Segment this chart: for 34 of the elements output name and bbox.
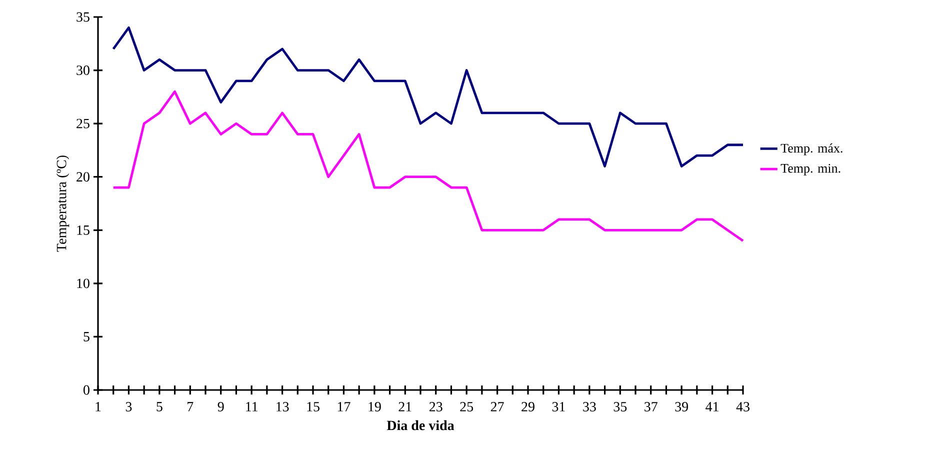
x-tick-label: 23 bbox=[429, 402, 442, 412]
y-tick-label: 35 bbox=[76, 12, 90, 22]
x-tick-label: 27 bbox=[490, 402, 504, 412]
x-tick-label: 17 bbox=[338, 402, 350, 412]
x-tick-label: 7 bbox=[188, 402, 194, 412]
x-tick-label: 9 bbox=[218, 402, 224, 412]
x-tick-label: 43 bbox=[736, 402, 750, 412]
y-tick-label: 5 bbox=[84, 332, 90, 342]
x-tick-label: 15 bbox=[307, 402, 320, 412]
y-axis-title: Temperatura (ºC) bbox=[56, 156, 70, 252]
y-tick-label: 15 bbox=[77, 225, 90, 235]
x-tick-label: 29 bbox=[522, 402, 534, 412]
x-tick-label: 13 bbox=[276, 402, 289, 412]
x-tick-label: 39 bbox=[675, 402, 688, 412]
x-tick-label: 37 bbox=[644, 402, 658, 412]
x-tick-label: 11 bbox=[246, 402, 258, 412]
x-tick-label: 41 bbox=[706, 402, 718, 412]
y-tick-label: 30 bbox=[76, 66, 90, 76]
x-tick-label: 21 bbox=[398, 402, 412, 412]
y-tick-label: 0 bbox=[84, 385, 90, 395]
x-tick-label: 31 bbox=[552, 402, 565, 412]
x-tick-label: 3 bbox=[126, 402, 132, 412]
legend-label: Temp. min. bbox=[780, 164, 840, 176]
y-tick-label: 10 bbox=[77, 278, 90, 288]
y-tick-label: 25 bbox=[76, 118, 90, 128]
x-tick-label: 33 bbox=[583, 402, 596, 412]
x-tick-label: 19 bbox=[368, 402, 381, 412]
x-tick-label: 35 bbox=[614, 402, 627, 412]
x-axis-title: Dia de vida bbox=[386, 420, 454, 430]
x-tick-label: 5 bbox=[156, 402, 162, 412]
x-tick-label: 1 bbox=[96, 402, 101, 412]
legend-label: Temp. máx. bbox=[780, 143, 842, 156]
y-tick-label: 20 bbox=[76, 172, 90, 182]
x-tick-label: 25 bbox=[460, 402, 474, 412]
